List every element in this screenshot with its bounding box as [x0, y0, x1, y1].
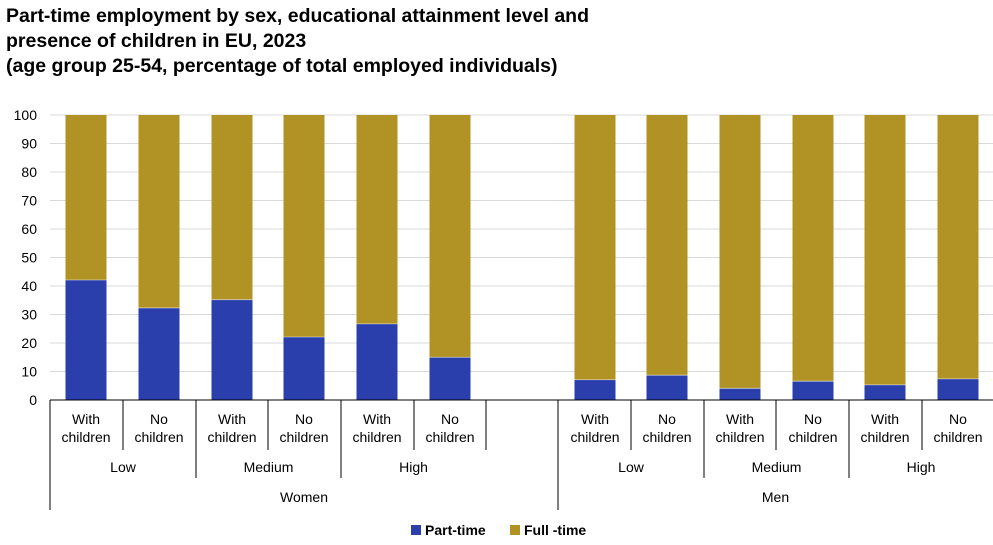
- bar-full-time: [574, 115, 616, 380]
- x-category-label-line2: children: [642, 429, 691, 445]
- chart-title-line-2: presence of children in EU, 2023: [6, 30, 307, 52]
- bar-part-time: [574, 379, 616, 400]
- y-tick-label: 80: [21, 164, 37, 180]
- bar-full-time: [937, 115, 979, 379]
- x-category-label-line1: No: [150, 411, 168, 427]
- legend-swatch-full-time: [510, 525, 520, 535]
- x-category-label-line2: children: [788, 429, 837, 445]
- x-category-label-line1: No: [295, 411, 313, 427]
- bar-full-time: [356, 115, 398, 324]
- bar-part-time: [792, 381, 834, 400]
- x-category-label-line1: No: [804, 411, 822, 427]
- x-category-label-line2: children: [134, 429, 183, 445]
- chart-title-line-3: (age group 25-54, percentage of total em…: [6, 55, 558, 77]
- x-category-label-line2: children: [425, 429, 474, 445]
- bar-full-time: [211, 115, 253, 300]
- bar-part-time: [356, 323, 398, 400]
- x-category-label-line2: children: [279, 429, 328, 445]
- chart-title: Part-time employment by sex, educational…: [6, 4, 589, 79]
- x-level-label: Low: [110, 459, 137, 475]
- y-tick-label: 90: [21, 136, 37, 152]
- x-level-label: Medium: [244, 459, 294, 475]
- bar-full-time: [283, 115, 325, 338]
- x-category-label-line1: No: [441, 411, 459, 427]
- bar-part-time: [65, 280, 107, 400]
- y-tick-label: 30: [21, 307, 37, 323]
- bar-part-time: [429, 357, 471, 400]
- x-category-label-line2: children: [207, 429, 256, 445]
- bar-full-time: [864, 115, 906, 385]
- y-tick-label: 10: [21, 364, 37, 380]
- bar-part-time: [646, 375, 688, 400]
- y-tick-label: 40: [21, 278, 37, 294]
- x-category-label-line2: children: [715, 429, 764, 445]
- x-category-label-line2: children: [860, 429, 909, 445]
- bar-part-time: [283, 337, 325, 400]
- bar-full-time: [429, 115, 471, 358]
- x-category-label-line2: children: [352, 429, 401, 445]
- x-category-label-line1: With: [72, 411, 100, 427]
- bar-part-time: [138, 307, 180, 400]
- chart-title-line-1: Part-time employment by sex, educational…: [6, 5, 590, 27]
- x-category-label-line2: children: [933, 429, 982, 445]
- legend-label-full-time: Full -time: [524, 522, 586, 538]
- y-tick-label: 0: [29, 392, 37, 408]
- bar-part-time: [937, 378, 979, 400]
- x-category-label-line2: children: [570, 429, 619, 445]
- bar-full-time: [65, 115, 107, 281]
- bar-part-time: [211, 299, 253, 400]
- y-tick-label: 20: [21, 335, 37, 351]
- x-sex-label: Women: [280, 489, 328, 505]
- y-tick-label: 60: [21, 221, 37, 237]
- y-tick-label: 100: [14, 107, 38, 123]
- bar-full-time: [792, 115, 834, 382]
- legend-label-part-time: Part-time: [425, 522, 486, 538]
- y-tick-label: 50: [21, 250, 37, 266]
- x-category-label-line1: With: [726, 411, 754, 427]
- x-level-label: High: [399, 459, 428, 475]
- legend-swatch-part-time: [411, 525, 421, 535]
- x-category-label-line1: With: [871, 411, 899, 427]
- x-category-label-line1: No: [658, 411, 676, 427]
- x-category-label-line1: No: [949, 411, 967, 427]
- bar-part-time: [719, 388, 761, 400]
- y-tick-label: 70: [21, 193, 37, 209]
- x-sex-label: Men: [762, 489, 789, 505]
- x-level-label: Low: [618, 459, 645, 475]
- x-category-label-line1: With: [363, 411, 391, 427]
- x-level-label: Medium: [752, 459, 802, 475]
- bar-part-time: [864, 384, 906, 400]
- x-category-label-line1: With: [218, 411, 246, 427]
- bar-full-time: [719, 115, 761, 389]
- bar-full-time: [646, 115, 688, 376]
- x-category-label-line2: children: [61, 429, 110, 445]
- x-category-label-line1: With: [581, 411, 609, 427]
- bar-full-time: [138, 115, 180, 308]
- x-level-label: High: [907, 459, 936, 475]
